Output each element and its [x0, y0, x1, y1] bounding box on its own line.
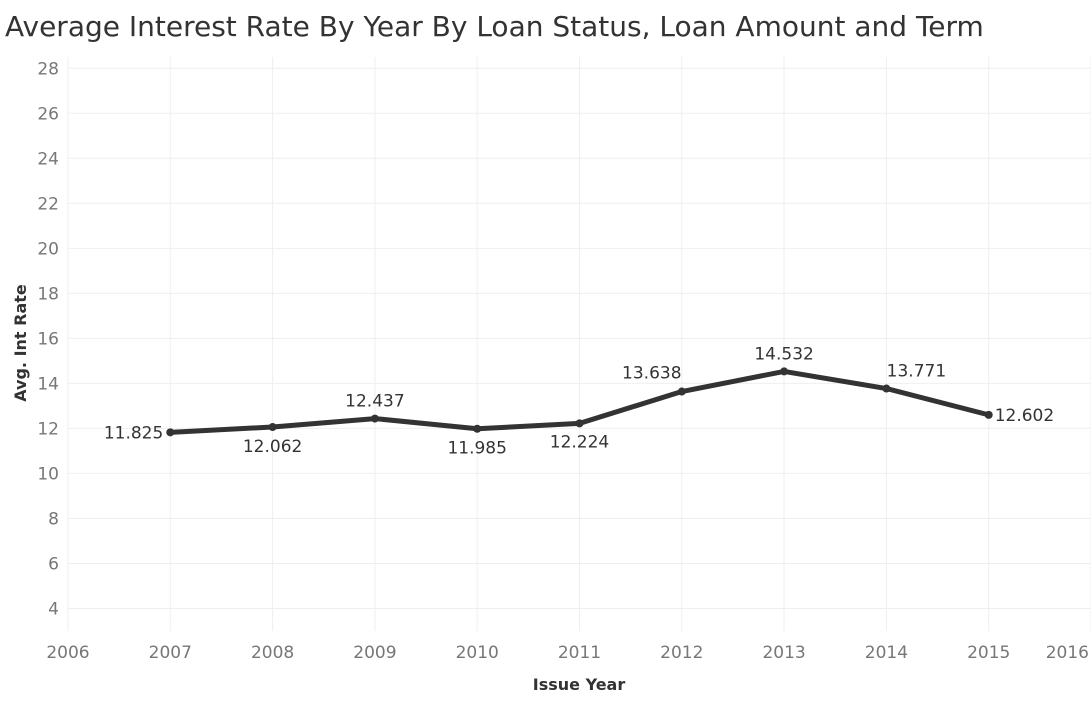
data-label: 14.532	[754, 344, 813, 364]
y-tick-label: 10	[37, 464, 59, 484]
y-axis-title: Avg. Int Rate	[11, 284, 30, 402]
x-axis-title: Issue Year	[533, 675, 626, 694]
data-label: 12.062	[243, 437, 302, 457]
y-tick-label: 8	[48, 509, 59, 529]
data-point	[780, 367, 789, 376]
y-tick-label: 16	[37, 329, 59, 349]
data-label: 12.224	[550, 432, 609, 452]
grid-lines	[67, 57, 1091, 631]
y-tick-label: 26	[37, 104, 59, 124]
x-tick-label: 2008	[251, 643, 294, 663]
y-axis-ticks: 4 6 8 10 12 14 16 18 20 22 24 26 28	[37, 59, 59, 619]
y-tick-label: 22	[37, 194, 59, 214]
data-point	[882, 384, 891, 393]
data-point	[575, 419, 584, 428]
x-tick-label: 2012	[660, 643, 703, 663]
x-tick-label: 2015	[967, 643, 1010, 663]
data-point	[370, 414, 379, 423]
y-tick-label: 4	[48, 599, 59, 619]
x-tick-label: 2006	[46, 643, 89, 663]
data-label: 11.985	[447, 439, 506, 459]
data-label: 12.437	[345, 392, 404, 412]
y-tick-label: 18	[37, 284, 59, 304]
data-point	[473, 424, 482, 433]
x-tick-label: 2016	[1046, 643, 1089, 663]
x-axis-ticks: 2006 2007 2008 2009 2010 2011 2012 2013 2014 2015…	[46, 643, 1089, 663]
y-tick-label: 6	[48, 554, 59, 574]
data-label: 12.602	[995, 406, 1054, 426]
data-point	[268, 423, 277, 432]
data-point	[166, 428, 175, 437]
x-tick-label: 2007	[149, 643, 192, 663]
y-tick-label: 28	[37, 59, 59, 79]
data-point	[984, 410, 993, 419]
x-tick-label: 2014	[865, 643, 908, 663]
data-point	[677, 387, 686, 396]
x-tick-label: 2013	[762, 643, 805, 663]
chart-title: Average Interest Rate By Year By Loan St…	[5, 10, 984, 43]
y-tick-label: 14	[37, 374, 59, 394]
x-tick-label: 2011	[558, 643, 601, 663]
data-labels: 11.825 12.062 12.437 11.985 12.224 13.638 14.5…	[104, 344, 1054, 458]
y-tick-label: 20	[37, 239, 59, 259]
x-tick-label: 2010	[456, 643, 499, 663]
data-points	[166, 367, 993, 437]
y-tick-label: 12	[37, 419, 59, 439]
data-label: 13.771	[887, 362, 946, 382]
x-tick-label: 2009	[353, 643, 396, 663]
data-label: 11.825	[104, 423, 163, 443]
data-label: 13.638	[622, 364, 681, 384]
y-tick-label: 24	[37, 149, 59, 169]
